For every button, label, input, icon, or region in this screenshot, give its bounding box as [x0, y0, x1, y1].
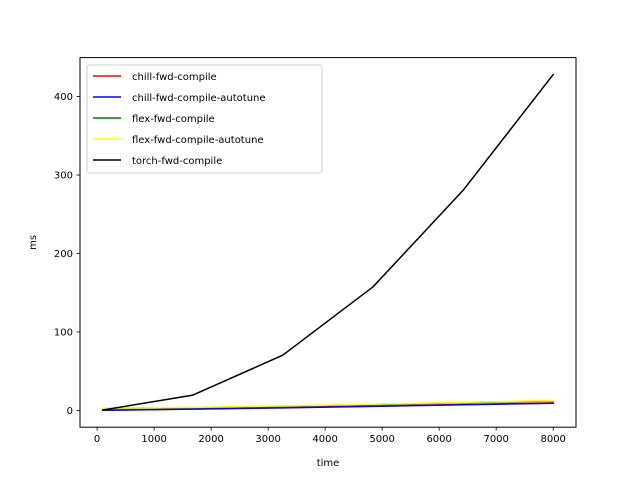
legend: chill-fwd-compile chill-fwd-compile-autot… [86, 64, 323, 174]
x-tick-label: 7000 [483, 434, 508, 445]
plot-frame [79, 57, 577, 428]
y-axis-label: ms [28, 235, 39, 250]
y-tick-label: 400 [54, 92, 73, 103]
legend-label-0: chill-fwd-compile [132, 72, 217, 83]
series-line-3 [102, 399, 554, 409]
x-axis: 0 1000 2000 3000 4000 5000 6000 7000 8000 [94, 427, 566, 445]
legend-label-1: chill-fwd-compile-autotune [132, 93, 266, 104]
y-tick-label: 100 [54, 327, 73, 338]
legend-label-2: flex-fwd-compile [132, 114, 215, 125]
x-tick-label: 4000 [312, 434, 337, 445]
x-tick-label: 5000 [369, 434, 394, 445]
series-line-4 [101, 73, 555, 411]
x-axis-label: time [317, 458, 340, 469]
y-tick-label: 200 [54, 249, 73, 260]
x-tick-label: 3000 [255, 434, 280, 445]
y-tick-label: 0 [67, 406, 73, 417]
x-tick-label: 6000 [426, 434, 451, 445]
x-tick-label: 8000 [540, 434, 565, 445]
y-axis: 0 100 200 300 400 [54, 92, 80, 417]
series-layer [101, 73, 555, 412]
x-tick-label: 0 [94, 434, 100, 445]
legend-label-3: flex-fwd-compile-autotune [132, 135, 264, 146]
legend-label-4: torch-fwd-compile [132, 156, 222, 167]
series-line-1 [102, 402, 554, 412]
legend-box [86, 64, 323, 174]
x-tick-label: 2000 [198, 434, 223, 445]
y-tick-label: 300 [54, 170, 73, 181]
x-tick-label: 1000 [141, 434, 166, 445]
